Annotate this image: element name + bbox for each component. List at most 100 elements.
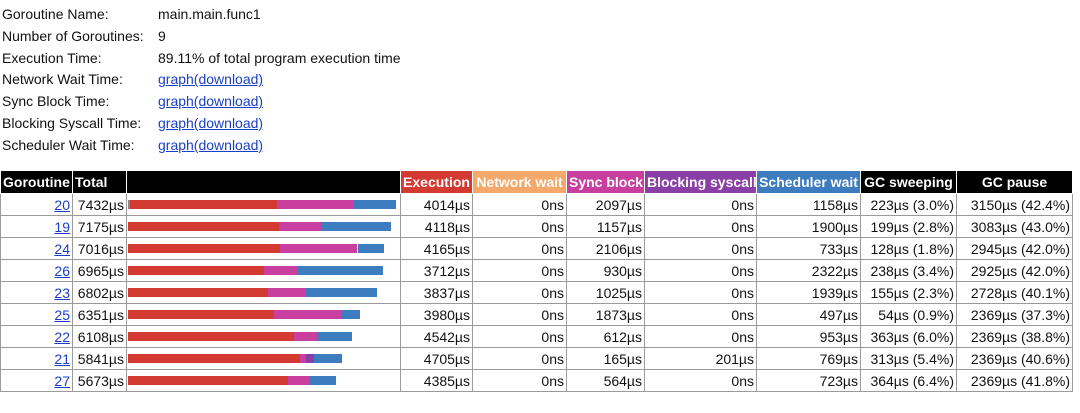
goroutine-id-link[interactable]: 23 [54,284,70,301]
cell-sync-block: 1025µs [566,281,645,304]
cell-goroutine-id: 21 [0,347,73,370]
cell-gc-pause: 2369µs (37.3%) [956,303,1073,326]
col-execution[interactable]: Execution [400,170,473,194]
cell-blocking-syscall: 0ns [644,193,757,216]
cell-execution: 4542µs [400,325,473,348]
cell-gc-sweeping: 223µs (3.0%) [860,193,957,216]
table-header-row: Goroutine Total Execution Network wait S… [0,170,1073,194]
info-label: Goroutine Name: [2,6,109,22]
cell-goroutine-id: 22 [0,325,73,348]
bar-segment-execution [130,200,278,209]
goroutine-id-link[interactable]: 22 [54,328,70,345]
bar-segment-execution [128,266,264,275]
cell-sync-block: 2097µs [566,193,645,216]
cell-gc-sweeping: 313µs (5.4%) [860,347,957,370]
time-breakdown-bar [128,305,400,325]
col-total[interactable]: Total [72,170,127,194]
cell-gc-sweeping: 363µs (6.0%) [860,325,957,348]
cell-time-bar [126,347,401,370]
info-row: Network Wait Time: graph(download) [2,69,401,91]
bar-segment-execution [128,288,269,297]
table-row: 22 6108µs 4542µs 0ns 612µs 0ns 953µs 363µs (6.0… [0,325,1073,348]
cell-execution: 3712µs [400,259,473,282]
table-row: 23 6802µs 3837µs 0ns 1025µs 0ns 1939µs 155µs (2… [0,281,1073,304]
col-blocking-syscall[interactable]: Blocking syscall [644,170,757,194]
bar-segment-execution [128,310,274,319]
cell-execution: 4014µs [400,193,473,216]
bar-segment-sync [263,266,298,275]
cell-scheduler-wait: 733µs [756,237,861,260]
cell-scheduler-wait: 1939µs [756,281,861,304]
cell-gc-pause: 2369µs (40.6%) [956,347,1073,370]
time-breakdown-bar [128,261,400,281]
col-network-wait[interactable]: Network wait [472,170,567,194]
bar-segment-syscall [306,354,314,363]
goroutine-id-link[interactable]: 19 [54,218,70,235]
cell-gc-sweeping: 155µs (2.3%) [860,281,957,304]
goroutine-id-link[interactable]: 21 [54,350,70,367]
cell-sync-block: 165µs [566,347,645,370]
bar-segment-execution [128,354,301,363]
col-gc-sweeping[interactable]: GC sweeping [860,170,957,194]
goroutine-id-link[interactable]: 26 [54,262,70,279]
cell-blocking-syscall: 0ns [644,259,757,282]
col-goroutine[interactable]: Goroutine [0,170,73,194]
cell-blocking-syscall: 0ns [644,369,757,392]
cell-execution: 4705µs [400,347,473,370]
cell-gc-sweeping: 199µs (2.8%) [860,215,957,238]
cell-gc-pause: 3150µs (42.4%) [956,193,1073,216]
cell-time-bar [126,215,401,238]
goroutine-info: Goroutine Name: main.main.func1 Number of … [2,4,401,157]
bar-segment-sync [273,310,343,319]
cell-goroutine-id: 27 [0,369,73,392]
goroutine-table: Goroutine Total Execution Network wait S… [0,170,1073,392]
time-breakdown-bar [128,239,400,259]
info-label: Number of Goroutines: [2,27,144,44]
bar-segment-execution [128,332,295,341]
cell-gc-pause: 3083µs (43.0%) [956,215,1073,238]
cell-total: 7175µs [72,215,127,238]
cell-sync-block: 564µs [566,369,645,392]
info-row: Goroutine Name: main.main.func1 [2,4,401,26]
graph-download-link[interactable]: graph(download) [158,93,264,110]
cell-time-bar [126,193,401,216]
cell-blocking-syscall: 0ns [644,325,757,348]
cell-scheduler-wait: 1900µs [756,215,861,238]
info-label: Scheduler Wait Time: [2,136,135,153]
cell-gc-pause: 2369µs (41.8%) [956,369,1073,392]
cell-scheduler-wait: 723µs [756,369,861,392]
cell-execution: 3837µs [400,281,473,304]
cell-network-wait: 0ns [472,347,567,370]
goroutine-id-link[interactable]: 20 [54,196,70,213]
col-gc-pause[interactable]: GC pause [956,170,1073,194]
table-row: 24 7016µs 4165µs 0ns 2106µs 0ns 733µs 128µs (1.… [0,237,1073,260]
cell-gc-sweeping: 128µs (1.8%) [860,237,957,260]
cell-time-bar [126,237,401,260]
cell-goroutine-id: 24 [0,237,73,260]
goroutine-id-link[interactable]: 27 [54,372,70,389]
cell-total: 6108µs [72,325,127,348]
goroutine-id-link[interactable]: 25 [54,306,70,323]
cell-gc-pause: 2369µs (38.8%) [956,325,1073,348]
time-breakdown-bar [128,283,400,303]
cell-time-bar [126,281,401,304]
bar-segment-execution [128,376,289,385]
cell-network-wait: 0ns [472,193,567,216]
bar-segment-sync [288,376,310,385]
goroutine-id-link[interactable]: 24 [54,240,70,257]
graph-download-link[interactable]: graph(download) [158,71,264,88]
cell-total: 7432µs [72,193,127,216]
col-sync-block[interactable]: Sync block [566,170,645,194]
cell-blocking-syscall: 201µs [644,347,757,370]
cell-network-wait: 0ns [472,215,567,238]
cell-goroutine-id: 20 [0,193,73,216]
cell-blocking-syscall: 0ns [644,281,757,304]
info-row: Scheduler Wait Time: graph(download) [2,135,401,157]
cell-gc-sweeping: 238µs (3.4%) [860,259,957,282]
graph-download-link[interactable]: graph(download) [158,114,264,131]
col-scheduler-wait[interactable]: Scheduler wait [756,170,861,194]
time-breakdown-bar [128,217,400,237]
bar-segment-sched [316,332,352,341]
graph-download-link[interactable]: graph(download) [158,136,264,153]
bar-segment-sched [313,354,342,363]
